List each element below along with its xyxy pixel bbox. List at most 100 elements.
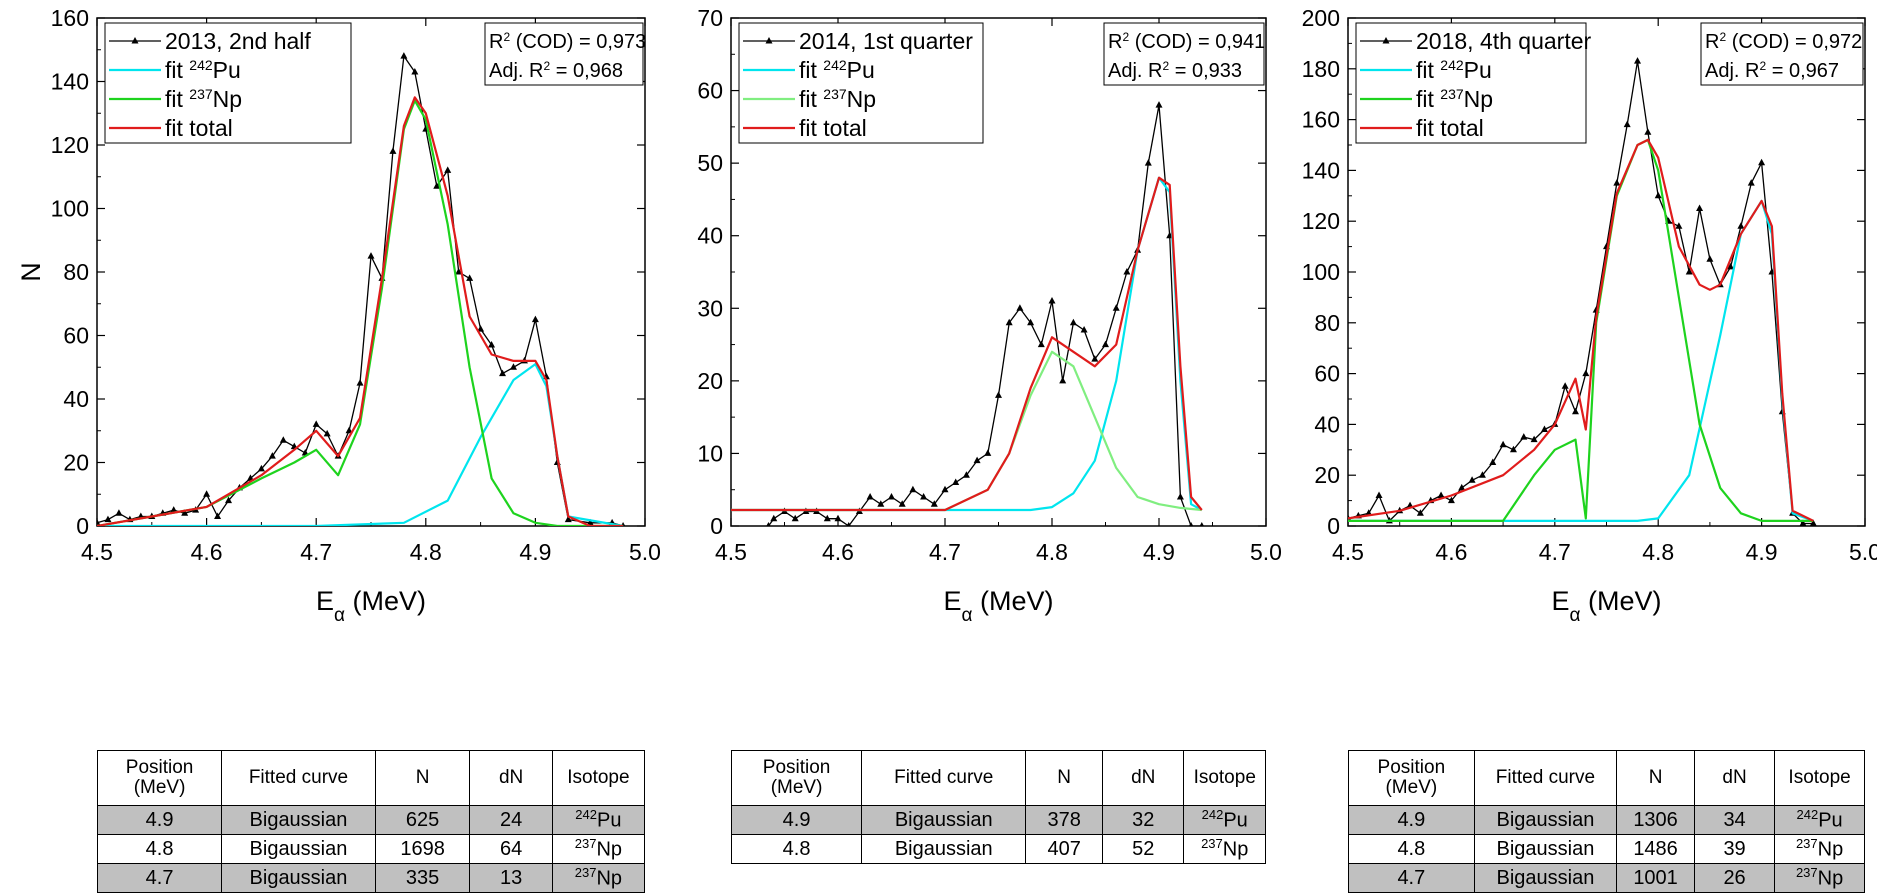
data-point: [920, 492, 928, 500]
data-point: [995, 391, 1002, 398]
data-point: [909, 485, 917, 493]
data-point: [930, 500, 938, 507]
table-cell: Bigaussian: [221, 863, 376, 893]
series-layer: [731, 101, 1204, 526]
data-point: [1758, 158, 1766, 166]
data-point: [1809, 519, 1817, 526]
x-tick-label: 4.6: [822, 539, 854, 565]
table-cell: 1698: [374, 834, 471, 864]
data-point: [312, 420, 320, 427]
isotope-cell: 242Pu: [551, 805, 646, 835]
table-cell: Bigaussian: [1473, 805, 1618, 835]
data-point: [214, 512, 222, 519]
data-point: [1747, 179, 1755, 186]
y-tick-label: 70: [697, 5, 723, 31]
legend-marker: [765, 37, 773, 44]
table-cell: 1486: [1616, 834, 1695, 864]
table-cell: 1306: [1616, 805, 1695, 835]
y-tick-label: 80: [63, 259, 89, 285]
table-cell: 4.9: [730, 805, 863, 835]
data-point: [345, 426, 353, 434]
chart-panel-2: 4.5 4.6 4.7 4.8 4.9 5.0 0 20 40 60 80 100 120 140 160 1…: [1302, 5, 1877, 626]
data-point: [455, 268, 463, 275]
table-header-cell: dN: [469, 750, 553, 806]
x-tick-label: 4.6: [1435, 539, 1467, 565]
legend-label: 2014, 1st quarter: [799, 28, 973, 54]
table-header-cell: dN: [1693, 750, 1776, 806]
legend-label: fit 237Np: [165, 86, 242, 112]
data-point: [834, 514, 842, 522]
x-axis-label: Eα (MeV): [944, 586, 1054, 626]
table-row: 4.9 Bigaussian 625 24 242Pu: [96, 805, 646, 835]
table-header-cell: Fitted curve: [1473, 750, 1618, 806]
isotope-cell: 242Pu: [1183, 805, 1266, 835]
data-point: [400, 52, 408, 59]
data-point: [1091, 355, 1099, 362]
stats-text: Adj. R2 = 0,933: [1108, 59, 1242, 82]
data-point: [477, 325, 485, 332]
chart-panel-1: 4.5 4.6 4.7 4.8 4.9 5.0 0 10 20 30 40 50 60 70 Eα (MeV…: [697, 5, 1282, 626]
table-cell: Bigaussian: [221, 805, 376, 835]
data-point: [962, 471, 970, 478]
y-tick-label: 140: [1302, 157, 1340, 183]
table-cell: 39: [1693, 834, 1776, 864]
y-tick-label: 100: [1302, 259, 1340, 285]
data-point: [1489, 458, 1497, 465]
isotope-cell: 237Np: [1183, 834, 1266, 864]
legend-box: [104, 22, 352, 144]
table-row: 4.8 Bigaussian 1486 39 237Np: [1348, 834, 1865, 864]
data-point: [1530, 435, 1538, 443]
isotope-cell: 242Pu: [1774, 805, 1865, 835]
data-point: [770, 514, 778, 522]
data-point: [1016, 304, 1024, 311]
data-point: [823, 514, 831, 522]
table-cell: 625: [374, 805, 471, 835]
x-tick-label: 5.0: [629, 539, 661, 565]
data-point: [1644, 128, 1652, 135]
data-point: [1540, 425, 1548, 432]
data-point: [1613, 179, 1621, 186]
data-point: [509, 363, 517, 370]
data-point: [356, 379, 364, 386]
legend-label: 2018, 4th quarter: [1416, 28, 1592, 54]
data-point: [1080, 326, 1088, 333]
data-point: [766, 522, 771, 526]
x-tick-label: 4.9: [519, 539, 551, 565]
y-tick-label: 80: [1314, 310, 1340, 336]
table-header-cell: Position (MeV): [1348, 750, 1475, 806]
data-point: [181, 509, 189, 516]
table-header-cell: Isotope: [1183, 750, 1266, 806]
isotope-cell: 237Np: [551, 863, 646, 893]
table-header-cell: Position (MeV): [730, 750, 863, 806]
x-tick-label: 5.0: [1849, 539, 1877, 565]
y-tick-label: 140: [51, 69, 89, 95]
x-tick-label: 4.5: [715, 539, 747, 565]
data-point: [1416, 509, 1424, 516]
table-cell: Bigaussian: [861, 834, 1027, 864]
data-point: [1520, 433, 1528, 440]
x-tick-label: 4.6: [191, 539, 223, 565]
table-cell: 378: [1025, 805, 1103, 835]
y-tick-label: 30: [697, 295, 723, 321]
data-point: [97, 518, 101, 526]
table-row: 4.7 Bigaussian 335 13 237Np: [96, 863, 646, 893]
stats-text: R2 (COD) = 0,941: [1108, 30, 1265, 53]
data-point: [1037, 340, 1045, 348]
data-point: [1571, 407, 1579, 415]
table-cell: 4.8: [730, 834, 863, 864]
y-tick-label: 0: [710, 513, 723, 539]
data-point: [1144, 159, 1152, 166]
data-point: [389, 147, 397, 154]
fit-curve-1: [97, 363, 624, 526]
y-tick-label: 60: [697, 78, 723, 104]
stats-text: Adj. R2 = 0,968: [489, 59, 623, 82]
y-tick-label: 60: [63, 323, 89, 349]
table-cell: 4.9: [96, 805, 223, 835]
table-header-cell: Isotope: [551, 750, 646, 806]
y-tick-label: 180: [1302, 56, 1340, 82]
y-tick-label: 60: [1314, 361, 1340, 387]
